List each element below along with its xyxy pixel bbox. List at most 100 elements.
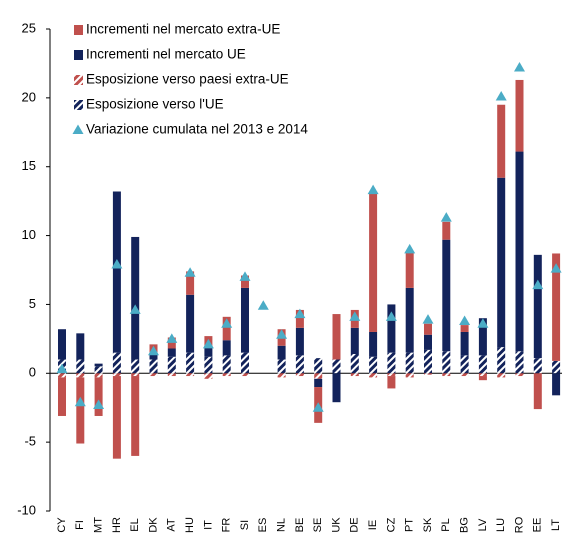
bar-segment — [149, 359, 158, 374]
legend-label: Incrementi nel mercato extra-UE — [86, 22, 280, 37]
marker — [349, 311, 361, 321]
marker — [276, 329, 288, 339]
marker — [129, 304, 141, 314]
bar-segment — [387, 376, 396, 389]
bar-segment — [186, 373, 195, 377]
bar-segment — [460, 373, 469, 377]
bar-segment — [332, 373, 341, 403]
x-tick-label: LU — [495, 518, 507, 532]
x-tick-label: NL — [276, 518, 288, 532]
bar-segment — [478, 376, 487, 381]
bar-segment — [332, 359, 341, 374]
bar-segment — [552, 360, 561, 374]
bar-segment — [350, 354, 359, 374]
marker — [72, 124, 84, 134]
bar-segment — [112, 376, 121, 459]
x-tick-label: RO — [513, 516, 525, 533]
y-tick-label: 5 — [29, 296, 36, 311]
x-tick-label: PT — [404, 518, 416, 532]
x-tick-label: HU — [184, 517, 196, 533]
y-tick-label: -10 — [17, 502, 36, 517]
bar-segment — [405, 373, 414, 378]
x-tick-label: PL — [440, 518, 452, 531]
bar-segment — [241, 373, 249, 377]
bar-segment — [405, 287, 414, 353]
bar-segment — [204, 356, 213, 374]
marker — [477, 318, 489, 328]
bar-segment — [277, 373, 286, 378]
x-tick-label: MT — [93, 517, 105, 533]
bar-segment — [515, 79, 524, 152]
bar-segment — [369, 331, 378, 357]
x-tick-label: IT — [202, 520, 214, 530]
bar-segment — [167, 356, 176, 374]
bar-segment — [515, 351, 524, 374]
marker — [221, 318, 233, 328]
bar-segment — [478, 355, 487, 374]
bar-segment — [149, 352, 158, 360]
y-tick-label: 20 — [22, 89, 36, 104]
bar-segment — [405, 252, 414, 288]
bar-segment — [515, 373, 524, 377]
legend-swatch — [74, 25, 83, 35]
bar-segment — [497, 347, 506, 374]
bar-segment — [222, 355, 231, 374]
bar-segment — [369, 356, 378, 374]
marker — [440, 212, 452, 222]
bar-segment — [405, 352, 414, 374]
bar-segment — [167, 337, 176, 349]
marker — [495, 90, 507, 101]
bar-segment — [387, 304, 396, 353]
x-tick-label: SK — [422, 517, 434, 532]
bar-segment — [552, 253, 561, 361]
marker — [385, 311, 397, 321]
x-tick-label: FI — [74, 520, 86, 530]
bar-segment — [241, 287, 249, 353]
bar-segment — [131, 373, 140, 377]
bar-segment — [533, 358, 542, 374]
bar-segment — [442, 221, 451, 240]
legend-label: Incrementi nel mercato UE — [86, 47, 246, 62]
marker — [239, 271, 251, 281]
x-tick-label: LT — [550, 519, 562, 531]
bar-segment — [424, 323, 432, 335]
bar-segment — [277, 359, 286, 374]
bar-segment — [533, 373, 542, 410]
x-tick-label: DK — [147, 517, 159, 533]
marker — [93, 399, 105, 409]
x-tick-label: BG — [459, 517, 471, 533]
bar-segment — [222, 316, 231, 341]
bar-segment — [314, 358, 323, 374]
bar-segment — [497, 373, 506, 378]
marker — [202, 338, 214, 349]
marker — [257, 300, 269, 310]
marker — [367, 184, 379, 195]
bar-segment — [515, 151, 524, 352]
bar-segment — [350, 373, 359, 377]
bar-segment — [76, 333, 85, 360]
bar-segment — [387, 373, 396, 377]
bar-segment — [478, 373, 487, 377]
bar-segment — [186, 294, 195, 353]
x-tick-label: CZ — [385, 517, 397, 532]
bar-segment — [295, 355, 304, 374]
x-tick-label: CY — [56, 517, 68, 533]
legend-swatch — [74, 100, 83, 110]
marker — [166, 333, 178, 343]
bar-segment — [460, 355, 469, 374]
legend-label: Variazione cumulata nel 2013 e 2014 — [86, 122, 308, 137]
bar-segment — [314, 373, 323, 379]
bar-segment — [424, 373, 432, 375]
x-tick-label: IE — [367, 520, 379, 530]
x-tick-label: SE — [312, 518, 324, 533]
bar-segment — [58, 329, 66, 360]
marker — [294, 308, 306, 319]
bar-segment — [241, 352, 249, 374]
bar-segment — [442, 239, 451, 352]
bar-segment — [112, 352, 121, 374]
bar-segment — [424, 349, 432, 374]
marker — [312, 402, 324, 412]
bar-segment — [369, 191, 378, 332]
bar-segment — [58, 373, 66, 378]
